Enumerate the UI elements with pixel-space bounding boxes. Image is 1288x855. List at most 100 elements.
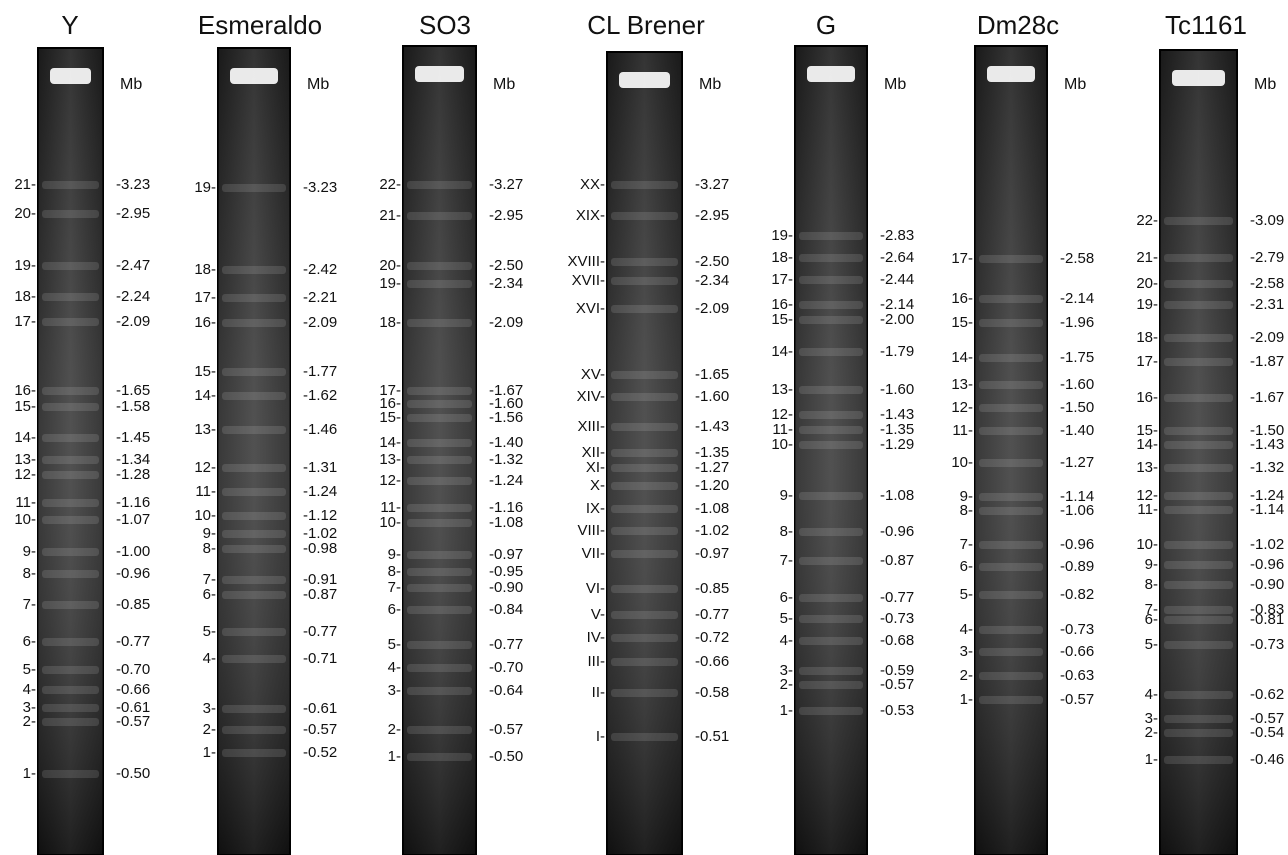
band-number: 6- [23,633,36,650]
gel-band [1164,756,1233,764]
gel-band [42,601,99,609]
band-number: XVIII- [567,253,605,270]
gel-band [42,387,99,395]
band-number: 4- [23,681,36,698]
gel-band [1164,616,1233,624]
band-size: -3.27 [489,176,523,193]
band-size: -1.43 [695,418,729,435]
band-number: 5- [23,661,36,678]
gel-band [611,305,678,313]
band-number: 21- [1136,249,1158,266]
gel-band [979,696,1043,704]
gel-band [979,427,1043,435]
gel-band [799,386,863,394]
band-number: 21- [14,176,36,193]
gel-band [799,637,863,645]
gel-band [799,316,863,324]
lane-title: CL Brener [587,10,705,40]
band-number: 10- [951,454,973,471]
band-size: -1.60 [880,381,914,398]
band-number: XV- [581,366,605,383]
gel-band [1164,280,1233,288]
unit-label: Mb [120,76,142,93]
gel-band [979,381,1043,389]
gel-band [979,354,1043,362]
gel-band [42,181,99,189]
gel-band [1164,254,1233,262]
band-number: 20- [1136,275,1158,292]
band-number: 15- [14,398,36,415]
band-number: III- [588,653,606,670]
band-size: -1.40 [489,434,523,451]
band-number: 22- [1136,212,1158,229]
band-number: IX- [586,500,605,517]
gel-band [611,212,678,220]
gel-band [979,459,1043,467]
band-size: -1.24 [489,472,523,489]
gel-band [42,499,99,507]
band-number: 16- [194,314,216,331]
band-size: -0.97 [489,546,523,563]
band-number: 17- [771,271,793,288]
band-size: -2.58 [1060,250,1094,267]
band-size: -0.62 [1250,686,1284,703]
band-number: 14- [951,349,973,366]
gel-band [799,707,863,715]
gel-band [407,280,472,288]
gel-band [1164,641,1233,649]
gel-band [407,584,472,592]
band-number: IV- [587,629,605,646]
band-size: -1.65 [116,382,150,399]
gel-band [42,638,99,646]
gel-band [979,404,1043,412]
band-size: -0.90 [1250,576,1284,593]
gel-band [799,254,863,262]
band-size: -0.87 [303,586,337,603]
gel-band [222,512,286,520]
gel-band [799,411,863,419]
gel-band [611,527,678,535]
gel-band [42,770,99,778]
band-size: -1.62 [303,387,337,404]
gel-band [222,392,286,400]
band-size: -1.27 [695,459,729,476]
gel-band [222,184,286,192]
band-number: 10- [194,507,216,524]
gel-shade [975,46,1047,855]
gel-band [407,687,472,695]
band-size: -2.42 [303,261,337,278]
gel-band [1164,506,1233,514]
band-size: -0.61 [303,700,337,717]
gel-band [222,368,286,376]
gel-band [42,471,99,479]
band-number: 6- [1145,611,1158,628]
band-size: -0.72 [695,629,729,646]
band-size: -1.20 [695,477,729,494]
gel-band [799,594,863,602]
band-number: 6- [960,558,973,575]
gel-band [979,295,1043,303]
band-number: XIX- [576,207,605,224]
gel-band [222,749,286,757]
band-size: -1.08 [695,500,729,517]
band-number: 13- [194,421,216,438]
band-size: -1.43 [1250,436,1284,453]
band-size: -2.83 [880,227,914,244]
gel-band [611,585,678,593]
gel-well [1172,70,1225,86]
gel-band [42,666,99,674]
band-number: XIII- [577,418,605,435]
gel-band [407,568,472,576]
band-number: 3- [203,700,216,717]
band-number: 11- [15,494,36,511]
band-size: -2.95 [489,207,523,224]
unit-label: Mb [884,76,906,93]
gel-band [979,563,1043,571]
band-size: -0.84 [489,601,523,618]
gel-shade [795,46,867,855]
band-size: -1.40 [1060,422,1094,439]
gel-band [611,449,678,457]
band-number: 9- [1145,556,1158,573]
band-number: 7- [388,579,401,596]
band-size: -1.67 [1250,389,1284,406]
